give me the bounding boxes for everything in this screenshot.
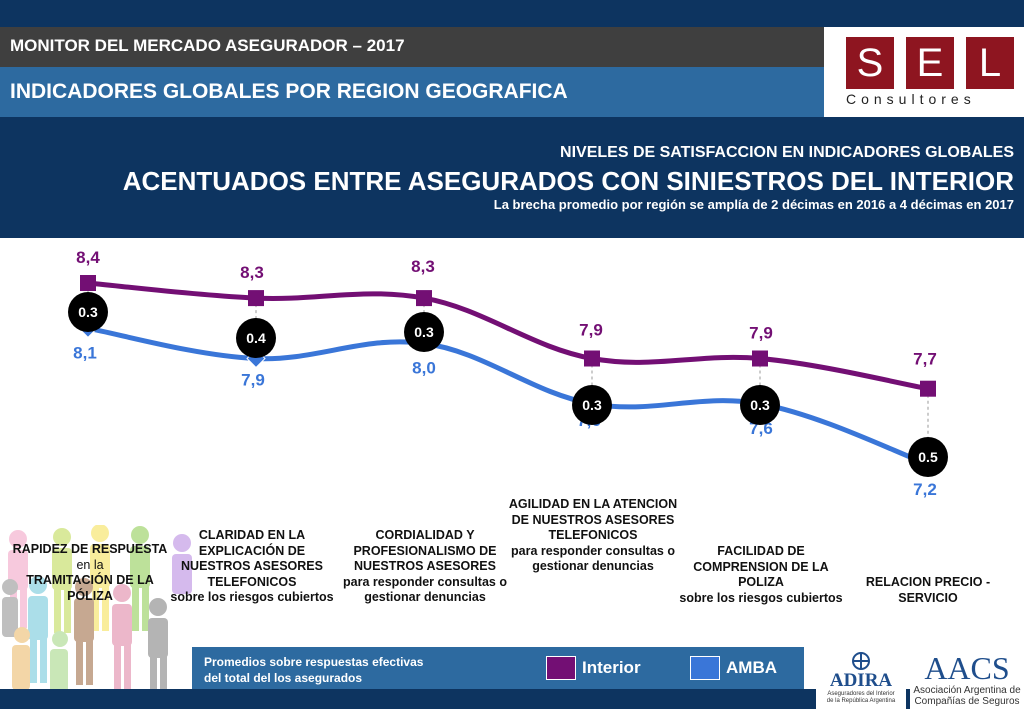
category-label-3: CORDIALIDAD Y PROFESIONALISMO DE NUESTRO… — [343, 528, 507, 604]
series-line-amba — [87, 325, 929, 467]
data-point-interior — [584, 350, 600, 367]
gap-badge-label: 0.3 — [414, 324, 434, 340]
gap-badge-label: 0.3 — [750, 397, 770, 413]
report-title: MONITOR DEL MERCADO ASEGURADOR – 2017 — [0, 27, 824, 67]
adira-name: ADIRA — [829, 670, 893, 691]
headline-band: NIVELES DE SATISFACCION EN INDICADORES G… — [0, 117, 1024, 238]
headline-title: ACENTUADOS ENTRE ASEGURADOS CON SINIESTR… — [122, 166, 1014, 196]
legend-swatch-amba — [690, 656, 720, 680]
data-label-interior: 8,3 — [240, 263, 264, 282]
top-bar — [0, 0, 1024, 27]
gap-badge-label: 0.5 — [918, 449, 938, 465]
legend-label-amba: AMBA — [726, 658, 777, 677]
section-title: INDICADORES GLOBALES POR REGION GEOGRAFI… — [0, 67, 824, 117]
logo-subtitle: Consultores — [846, 91, 976, 107]
data-point-interior — [752, 350, 768, 367]
logo-letter-e: E — [906, 37, 954, 89]
data-label-amba: 8,0 — [412, 358, 436, 377]
bottom-bar — [0, 689, 1024, 709]
gap-badge-label: 0.3 — [582, 397, 602, 413]
gap-badge — [68, 292, 108, 332]
data-point-interior — [416, 290, 432, 307]
data-label-interior: 8,3 — [411, 257, 435, 276]
data-label-amba: 7,2 — [913, 480, 937, 499]
category-label-4: AGILIDAD EN LA ATENCION DE NUESTROS ASES… — [508, 497, 678, 573]
data-label-interior: 8,4 — [76, 248, 100, 267]
adira-logo: ADIRA Aseguradores del Interior de la Rep… — [816, 650, 906, 709]
legend-label-interior: Interior — [582, 658, 641, 677]
adira-subtitle: Aseguradores del Interior de la República… — [826, 691, 896, 704]
gap-badge — [236, 318, 276, 358]
sel-logo: S E L Consultores — [824, 27, 1024, 117]
gap-badge — [572, 385, 612, 425]
data-label-amba: 7,9 — [241, 371, 265, 390]
gap-badge — [740, 385, 780, 425]
headline-kicker: NIVELES DE SATISFACCION EN INDICADORES G… — [560, 144, 1014, 161]
logo-letter-l: L — [966, 37, 1014, 89]
gap-badge — [908, 437, 948, 477]
people-illustration — [2, 525, 192, 695]
category-label-6: RELACION PRECIO - SERVICIO — [865, 575, 991, 605]
data-label-interior: 7,7 — [913, 350, 937, 369]
aacs-subtitle: Asociación Argentina de Compañías de Segu… — [913, 685, 1021, 707]
logo-letter-s: S — [846, 37, 894, 89]
data-label-amba: 8,1 — [73, 343, 97, 362]
category-label-1: RAPIDEZ DE RESPUESTA en la TRAMITACIÓN D… — [12, 542, 168, 603]
series-line-interior — [87, 280, 929, 392]
data-point-interior — [80, 275, 96, 291]
data-label-interior: 7,9 — [749, 324, 773, 343]
aacs-name: AACS — [924, 650, 1010, 686]
gap-badge-label: 0.4 — [246, 330, 266, 346]
legend-footer: Promedios sobre respuestas efectivas del… — [192, 647, 804, 689]
category-label-5: FACILIDAD DE COMPRENSION DE LA POLIZA so… — [679, 544, 843, 605]
legend-swatch-interior — [546, 656, 576, 680]
data-point-interior — [920, 380, 936, 397]
adira-emblem-icon — [852, 652, 870, 670]
line-chart: 8,48,38,37,97,97,78,17,98,07,67,67,20.30… — [68, 248, 948, 499]
data-point-interior — [248, 290, 264, 307]
footnote: Promedios sobre respuestas efectivas del… — [204, 655, 424, 685]
gap-badge-label: 0.3 — [78, 304, 98, 320]
gap-badge — [404, 312, 444, 352]
aacs-logo: AACS Asociación Argentina de Compañías de… — [910, 650, 1024, 709]
category-label-2: CLARIDAD EN LA EXPLICACIÓN DE NUESTROS A… — [170, 528, 334, 604]
data-label-interior: 7,9 — [579, 321, 603, 340]
headline-subtitle: La brecha promedio por región se amplía … — [493, 197, 1014, 212]
